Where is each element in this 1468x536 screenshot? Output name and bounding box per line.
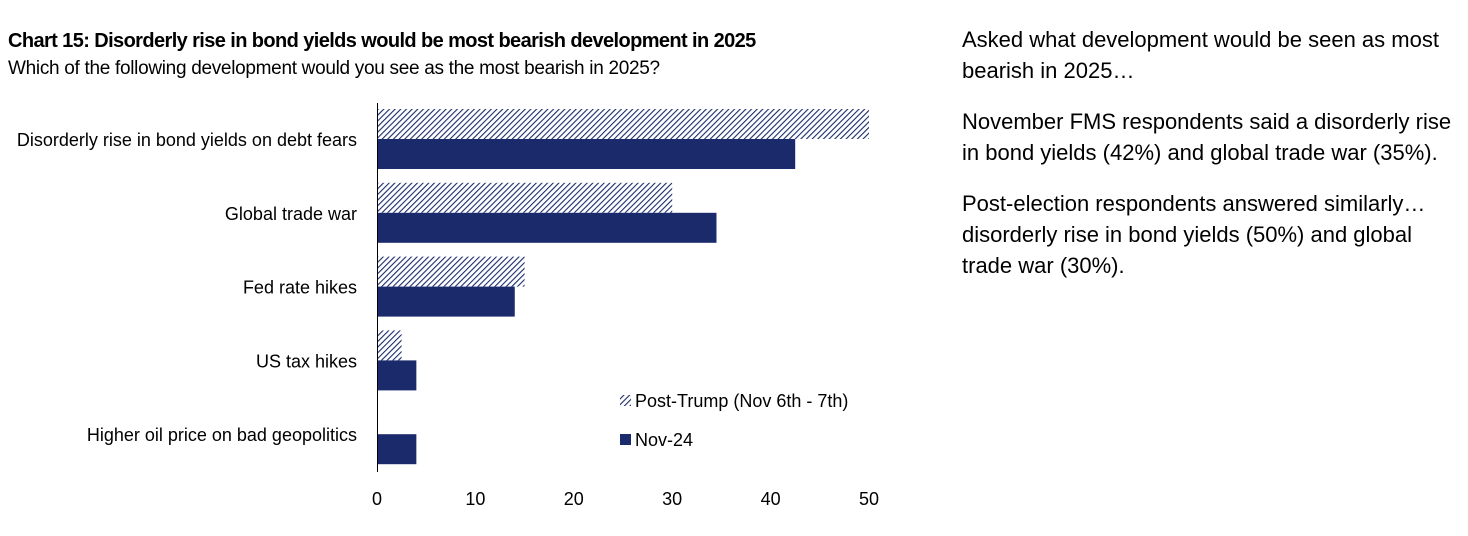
- x-tick-label: 0: [372, 489, 382, 509]
- plot-area: Disorderly rise in bond yields on debt f…: [17, 103, 879, 509]
- bar-post-trump-3: [377, 330, 402, 361]
- commentary-paragraph-3: Post-election respondents answered simil…: [962, 191, 1426, 278]
- chart-subtitle: Which of the following development would…: [8, 58, 660, 79]
- category-label: Global trade war: [225, 204, 357, 224]
- category-label: US tax hikes: [256, 351, 357, 371]
- x-tick-label: 50: [859, 489, 879, 509]
- commentary-paragraph-2: November FMS respondents said a disorder…: [962, 109, 1452, 165]
- x-tick-label: 10: [465, 489, 485, 509]
- category-label: Higher oil price on bad geopolitics: [87, 425, 357, 445]
- bar-post-trump-0: [377, 109, 869, 139]
- x-tick-label: 30: [662, 489, 682, 509]
- x-tick-label: 40: [761, 489, 781, 509]
- commentary-panel: Asked what development would be seen as …: [962, 24, 1462, 301]
- bar-nov-24-2: [377, 286, 515, 317]
- commentary-paragraph-1: Asked what development would be seen as …: [962, 27, 1439, 83]
- legend-swatch-nov-24: [620, 434, 631, 445]
- bar-nov-24-3: [377, 360, 417, 391]
- bar-chart: Disorderly rise in bond yields on debt f…: [17, 103, 879, 509]
- legend-label-nov-24: Nov-24: [635, 430, 693, 450]
- bar-nov-24-1: [377, 212, 717, 243]
- chart-title: Chart 15: Disorderly rise in bond yields…: [8, 30, 756, 52]
- category-label: Disorderly rise in bond yields on debt f…: [17, 130, 357, 150]
- x-tick-label: 20: [564, 489, 584, 509]
- bar-post-trump-2: [377, 256, 525, 287]
- legend-swatch-post-trump: [620, 395, 631, 406]
- bar-nov-24-4: [377, 434, 417, 465]
- bar-post-trump-1: [377, 182, 673, 213]
- legend-label-post-trump: Post-Trump (Nov 6th - 7th): [635, 391, 848, 411]
- category-label: Fed rate hikes: [243, 278, 357, 298]
- bar-nov-24-0: [377, 139, 796, 169]
